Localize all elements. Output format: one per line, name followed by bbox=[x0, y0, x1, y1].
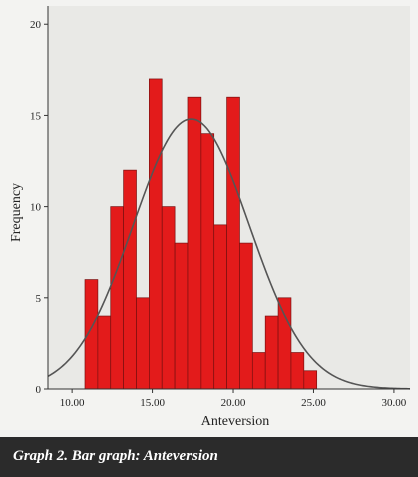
bar bbox=[200, 133, 215, 390]
bar bbox=[123, 169, 137, 390]
x-tick-label: 25.00 bbox=[301, 397, 326, 409]
bar bbox=[264, 315, 279, 390]
bar bbox=[161, 206, 176, 390]
histogram-chart: 10.00 15.00 20.00 25.00 30.00 0 5 10 15 20 Antev… bbox=[9, 6, 411, 429]
bar bbox=[97, 315, 112, 390]
bar bbox=[187, 96, 202, 390]
x-tick-label: 30.00 bbox=[382, 397, 407, 409]
bar bbox=[136, 297, 150, 390]
bar bbox=[251, 352, 266, 390]
x-tick-label: 15.00 bbox=[140, 397, 165, 409]
y-axis-label: Frequency bbox=[9, 183, 24, 242]
bar bbox=[277, 297, 292, 390]
y-tick-label: 20 bbox=[30, 19, 42, 31]
bar bbox=[110, 206, 124, 390]
bar bbox=[290, 352, 305, 390]
y-tick-label: 5 bbox=[36, 293, 42, 305]
x-tick-label: 20.00 bbox=[221, 397, 246, 409]
x-tick-label: 10.00 bbox=[60, 397, 85, 409]
y-tick-label: 15 bbox=[30, 110, 42, 122]
y-tick-label: 10 bbox=[30, 202, 42, 214]
y-ticks: 0 5 10 15 20 bbox=[30, 19, 48, 396]
bar bbox=[174, 242, 189, 390]
normal-curve bbox=[47, 118, 411, 390]
bar bbox=[226, 96, 240, 390]
caption-bar bbox=[0, 437, 418, 477]
bar bbox=[213, 224, 227, 390]
bar bbox=[149, 78, 163, 390]
bars bbox=[84, 78, 318, 390]
figure-caption: Graph 2. Bar graph: Anteversion bbox=[13, 448, 218, 464]
x-ticks: 10.00 15.00 20.00 25.00 30.00 bbox=[60, 389, 407, 409]
y-tick-label: 0 bbox=[36, 384, 42, 396]
bar bbox=[303, 370, 318, 390]
bar bbox=[239, 242, 253, 390]
x-axis-label: Anteversion bbox=[201, 414, 269, 429]
